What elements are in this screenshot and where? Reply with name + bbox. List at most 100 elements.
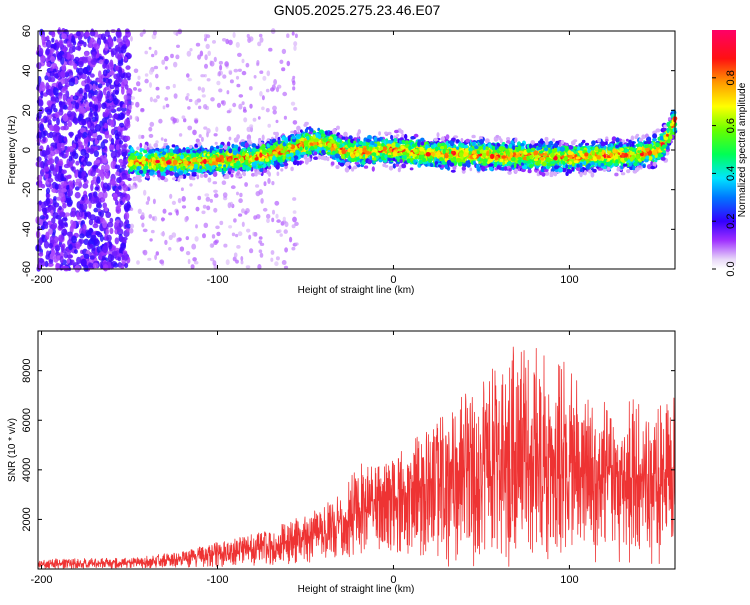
- heat-cell: [111, 250, 118, 256]
- heat-cell: [60, 244, 65, 252]
- heat-cell: [256, 60, 260, 65]
- heat-cell: [354, 161, 360, 165]
- heat-cell: [189, 183, 193, 187]
- heat-cell: [266, 70, 271, 77]
- heat-cell: [123, 203, 130, 211]
- heat-cell: [155, 73, 159, 79]
- heat-cell: [258, 189, 264, 195]
- heat-cell: [207, 177, 212, 183]
- heat-cell: [255, 214, 261, 219]
- heat-cell: [120, 135, 126, 140]
- heat-cell: [58, 205, 62, 211]
- heat-cell: [102, 264, 109, 272]
- heat-cell: [62, 113, 69, 122]
- heat-cell: [45, 187, 51, 195]
- heat-cell: [227, 202, 232, 209]
- heat-cell: [245, 208, 250, 214]
- heat-cell: [171, 144, 176, 148]
- heat-cell: [50, 224, 57, 230]
- heat-cell: [114, 237, 120, 245]
- heat-cell: [92, 262, 99, 269]
- heat-cell: [388, 165, 394, 171]
- heat-cell: [259, 242, 265, 246]
- heat-cell: [48, 124, 53, 131]
- heat-cell: [268, 47, 273, 52]
- heat-cell: [231, 169, 235, 174]
- heat-cell: [230, 185, 236, 190]
- heat-cell: [46, 159, 53, 165]
- heat-cell: [53, 42, 57, 50]
- heat-cell: [226, 141, 231, 147]
- heat-cell: [238, 198, 243, 204]
- heat-cell: [175, 32, 179, 36]
- heat-cell: [148, 214, 153, 219]
- heat-cell: [68, 145, 74, 153]
- heat-cell: [109, 70, 115, 76]
- heat-cell: [120, 242, 126, 249]
- heat-cell: [38, 252, 44, 257]
- heat-cell: [107, 221, 114, 228]
- heat-cell: [74, 136, 79, 143]
- heat-cell: [72, 40, 77, 46]
- heat-cell: [212, 181, 218, 185]
- heat-cell: [258, 33, 263, 38]
- heat-cell: [49, 76, 56, 83]
- heat-cell: [469, 167, 473, 172]
- heat-cell: [292, 86, 296, 91]
- heat-cell: [143, 149, 148, 154]
- heat-cell: [68, 103, 72, 108]
- heat-cell: [293, 41, 298, 47]
- heat-cell: [273, 79, 277, 85]
- heat-cell: [48, 228, 53, 235]
- heat-cell: [70, 166, 75, 171]
- heat-cell: [102, 157, 108, 164]
- heat-cell: [281, 67, 286, 72]
- heat-cell: [224, 61, 229, 67]
- heat-cell: [90, 58, 98, 65]
- heat-cell: [78, 141, 83, 147]
- heat-cell: [74, 191, 81, 199]
- heat-cell: [344, 167, 350, 173]
- heat-cell: [164, 66, 168, 70]
- heat-cell: [62, 203, 67, 209]
- heat-cell: [74, 181, 80, 186]
- heat-cell: [66, 254, 74, 259]
- heat-cell: [174, 146, 180, 150]
- heat-cell: [544, 171, 550, 176]
- heat-cell: [293, 45, 297, 51]
- heat-cell: [62, 93, 67, 102]
- heat-cell: [75, 102, 80, 110]
- heat-cell: [226, 90, 230, 95]
- heat-cell: [36, 225, 41, 232]
- heat-cell: [47, 119, 52, 126]
- heat-cell: [250, 166, 254, 172]
- heat-cell: [81, 196, 85, 201]
- heat-cell: [279, 233, 283, 237]
- heat-cell: [151, 216, 155, 221]
- heat-cell: [206, 78, 211, 82]
- heat-cell: [96, 201, 101, 208]
- heat-cell: [53, 202, 60, 208]
- heat-cell: [59, 212, 66, 217]
- heat-cell: [611, 136, 617, 142]
- heat-cell: [235, 233, 239, 238]
- heat-cell: [203, 126, 208, 130]
- heat-cell: [233, 218, 237, 223]
- heat-cell: [294, 221, 299, 226]
- heat-cell: [56, 196, 61, 201]
- heat-cell: [652, 133, 658, 139]
- heat-cell: [120, 45, 127, 54]
- heat-cell: [106, 234, 112, 242]
- heat-cell: [235, 259, 239, 264]
- heat-cell: [64, 71, 69, 78]
- heat-cell: [102, 202, 107, 209]
- heat-cell: [590, 172, 595, 178]
- heat-cell: [216, 80, 221, 86]
- heat-cell: [54, 183, 59, 190]
- heat-cell: [93, 239, 100, 247]
- heat-cell: [89, 214, 96, 221]
- heat-cell: [243, 117, 248, 123]
- heat-cell: [39, 215, 46, 220]
- heat-cell: [89, 244, 94, 249]
